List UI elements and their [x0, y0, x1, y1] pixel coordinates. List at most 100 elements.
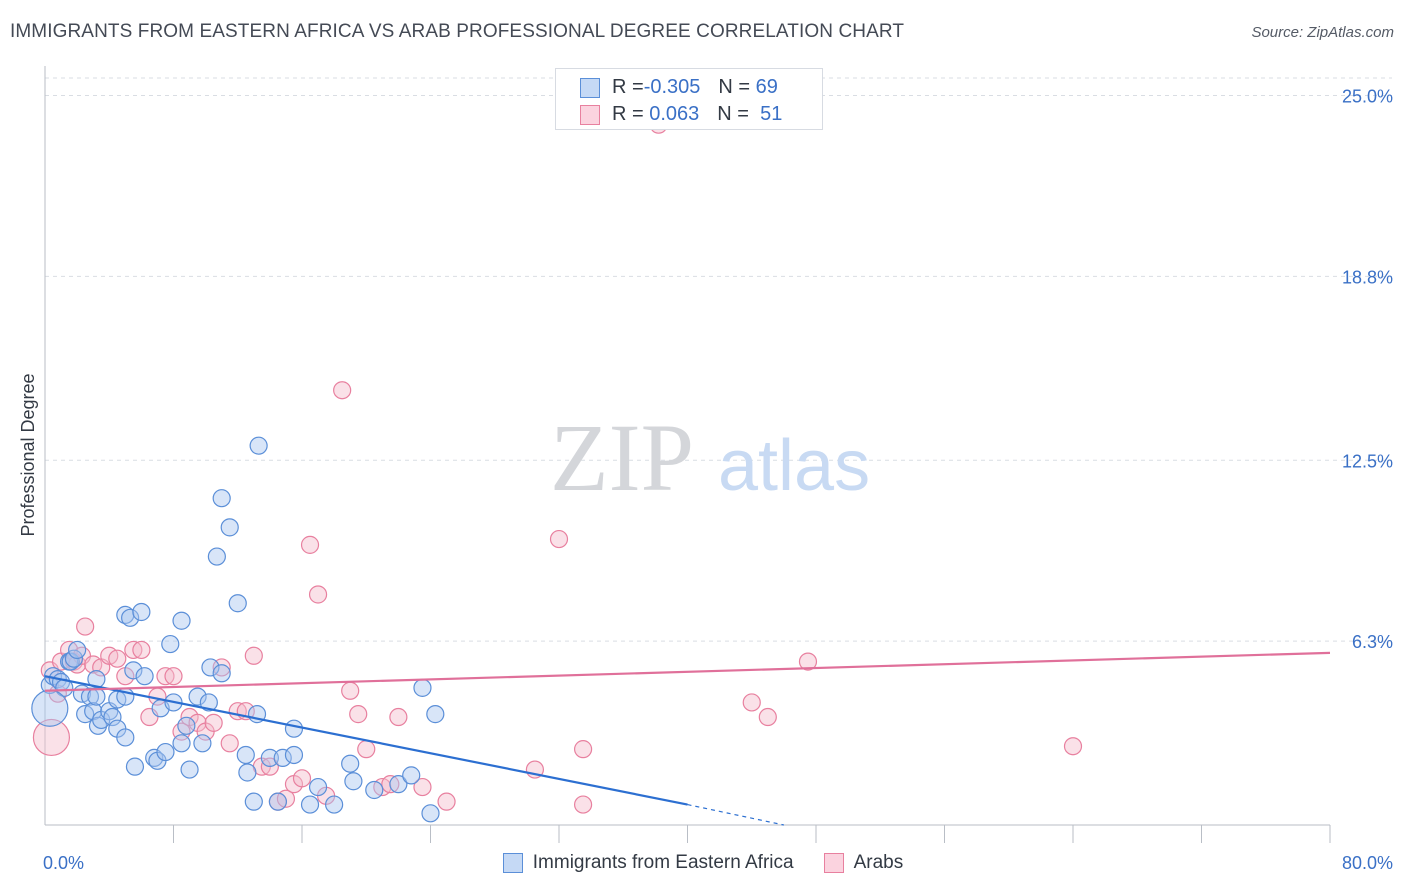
r-label: R = — [612, 103, 644, 125]
arabs-point — [341, 681, 360, 700]
arabs-point — [437, 792, 456, 811]
eastern-africa-point — [207, 547, 226, 566]
legend-row-arabs: R = 0.063 N = 51 — [580, 103, 782, 126]
legend-label: Immigrants from Eastern Africa — [532, 852, 794, 873]
eastern-africa-point — [116, 728, 135, 747]
watermark-atlas: atlas — [718, 426, 870, 506]
eastern-africa-point — [341, 754, 360, 773]
eastern-africa-point — [124, 661, 143, 680]
arabs-point-large — [32, 718, 71, 757]
eastern-africa-point — [238, 763, 257, 782]
n-value: 69 — [755, 76, 778, 98]
arabs-point — [573, 795, 593, 814]
arabs-point — [76, 617, 95, 636]
eastern-africa-point — [273, 748, 292, 767]
eastern-africa-point — [421, 804, 440, 823]
arabs-point — [349, 705, 368, 724]
eastern-africa-point — [201, 658, 220, 677]
eastern-africa-point — [284, 745, 304, 765]
gridlines — [45, 77, 1392, 642]
n-value: 51 — [754, 103, 783, 125]
eastern-africa-point — [365, 780, 384, 800]
pink-swatch — [580, 104, 600, 125]
arabs-point — [549, 529, 569, 549]
eastern-africa-point — [125, 757, 145, 776]
axes — [44, 66, 1331, 843]
trend-lines — [44, 651, 1331, 826]
eastern-africa-point — [132, 602, 151, 622]
eastern-africa-point — [121, 608, 140, 627]
eastern-africa-point — [325, 795, 344, 814]
eastern-africa-point — [212, 489, 231, 508]
arabs-point — [333, 381, 352, 400]
eastern-africa-point — [68, 640, 87, 660]
eastern-africa-point — [199, 693, 218, 712]
arabs-point — [357, 740, 376, 759]
eastern-africa-point — [426, 705, 445, 724]
blue-swatch — [580, 77, 600, 98]
y-tick-label: 18.8% — [1342, 267, 1393, 287]
r-value: -0.305 — [643, 76, 701, 98]
y-tick-label: 25.0% — [1342, 87, 1393, 107]
eastern-africa-point — [80, 687, 100, 706]
eastern-africa-point — [172, 734, 191, 753]
eastern-africa-point — [193, 734, 212, 753]
arabs-point — [742, 693, 761, 712]
eastern-africa-point — [87, 687, 106, 706]
n-label: N = — [717, 103, 755, 125]
eastern-africa-point — [180, 760, 199, 779]
eastern-africa-point — [413, 678, 432, 697]
eastern-africa-point — [87, 670, 106, 689]
arabs-point — [132, 640, 151, 660]
eastern-africa-point — [402, 766, 421, 785]
eastern-africa-point — [135, 667, 154, 686]
eastern-africa-point — [244, 792, 263, 811]
r-label: R = — [612, 76, 644, 98]
series-legend: Immigrants from Eastern Africa Arabs — [0, 852, 1406, 874]
arabs-point — [573, 740, 593, 759]
eastern-africa-point — [236, 745, 255, 765]
arabs-point — [413, 777, 432, 797]
arabs-point — [300, 535, 320, 554]
watermark: ZIP atlas — [550, 404, 870, 511]
correlation-legend: R = -0.305 N = 69 R = 0.063 N = 51 — [555, 68, 823, 130]
eastern-africa-point — [172, 611, 191, 630]
eastern-africa-point — [284, 719, 304, 738]
legend-item-eastern-africa[interactable]: Immigrants from Eastern Africa — [502, 852, 794, 874]
n-label: N = — [718, 76, 756, 98]
y-tick-label: 12.5% — [1342, 451, 1393, 471]
watermark-zip: ZIP — [550, 404, 694, 511]
x-tick-label-max: 80.0% — [1342, 853, 1393, 873]
eastern-africa-point — [268, 792, 288, 811]
blue-swatch — [502, 853, 523, 873]
eastern-africa-point — [177, 716, 196, 735]
eastern-africa-point — [389, 775, 408, 794]
source-label: Source: ZipAtlas.com — [1251, 24, 1394, 41]
eastern-africa-point — [188, 687, 207, 706]
eastern-africa-point — [344, 772, 363, 791]
arabs-point — [758, 707, 777, 727]
eastern-africa-point — [308, 777, 328, 797]
eastern-africa-point — [88, 716, 108, 735]
r-value: 0.063 — [643, 103, 700, 125]
eastern-africa-point — [103, 707, 122, 727]
legend-row-eastern-africa: R = -0.305 N = 69 — [580, 76, 778, 99]
x-tick-label-min: 0.0% — [43, 853, 84, 873]
tick-labels: 6.3% 12.5% 18.8% 25.0% 0.0% 80.0% — [43, 87, 1393, 873]
legend-item-arabs[interactable]: Arabs — [823, 852, 904, 874]
eastern-africa-point-large — [31, 689, 69, 727]
eastern-africa-point — [260, 748, 279, 767]
legend-label: Arabs — [853, 852, 904, 873]
eastern-africa-trend-extension — [687, 803, 784, 826]
arabs-point — [164, 667, 183, 686]
chart-title: IMMIGRANTS FROM EASTERN AFRICA VS ARAB P… — [10, 21, 905, 42]
y-tick-label: 6.3% — [1352, 632, 1393, 652]
eastern-africa-point — [228, 594, 247, 613]
y-axis-label: Professional Degree — [18, 373, 38, 536]
arabs-point — [389, 707, 408, 727]
arabs-point — [108, 649, 127, 668]
eastern-africa-point — [212, 664, 231, 683]
pink-swatch — [823, 853, 844, 873]
arabs-point — [292, 769, 312, 788]
